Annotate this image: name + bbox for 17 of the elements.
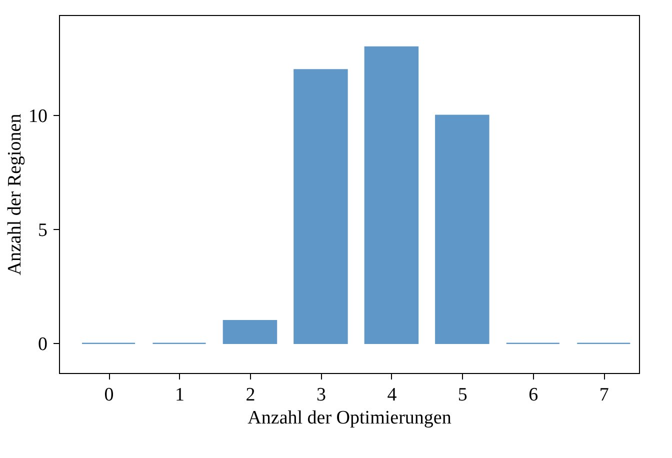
x-tick-label: 5 xyxy=(458,384,468,406)
x-tick-label: 3 xyxy=(316,384,326,406)
y-tick-label: 5 xyxy=(38,220,48,241)
bar xyxy=(294,69,348,344)
x-tick-label: 2 xyxy=(246,384,256,406)
x-axis-title: Anzahl der Optimierungen xyxy=(248,408,452,428)
x-tick-label: 4 xyxy=(387,384,398,406)
bar xyxy=(435,114,490,344)
x-tick-label: 6 xyxy=(528,384,538,406)
x-tick-label: 1 xyxy=(174,384,184,406)
y-axis-title: Anzahl der Regionen xyxy=(4,113,26,276)
y-tick-label: 0 xyxy=(38,334,48,355)
y-tick-label: 10 xyxy=(28,106,48,127)
bar xyxy=(222,320,278,344)
x-tick-label: 7 xyxy=(599,384,609,406)
x-tick-label: 0 xyxy=(104,384,114,406)
bar xyxy=(364,46,419,344)
